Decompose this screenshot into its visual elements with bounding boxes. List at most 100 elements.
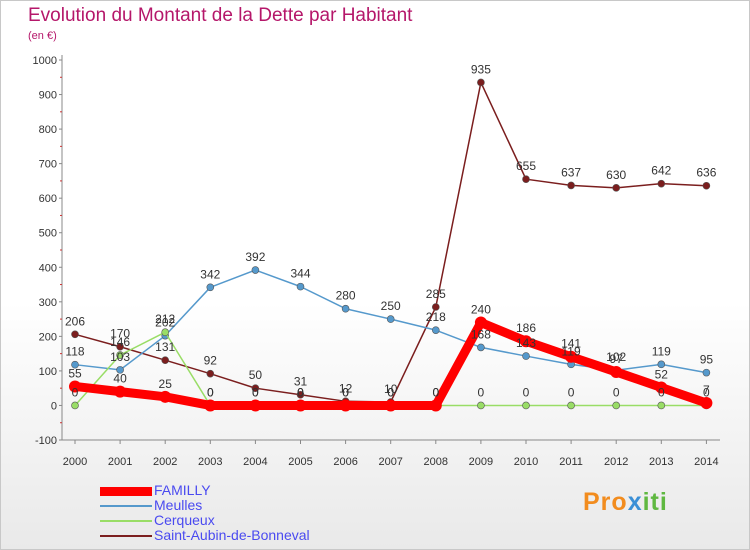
- logo-part-3: iti: [642, 488, 668, 516]
- legend-label: Meulles: [154, 497, 203, 513]
- data-point: [69, 380, 81, 393]
- y-tick-label: 700: [39, 159, 57, 171]
- x-tick-label: 2001: [108, 456, 132, 468]
- data-label: 0: [387, 385, 394, 399]
- data-point: [477, 401, 485, 410]
- data-label: 630: [606, 168, 626, 182]
- data-label: 342: [200, 267, 220, 281]
- legend-swatch: [100, 520, 152, 522]
- data-point: [520, 335, 532, 348]
- data-point: [612, 184, 621, 192]
- data-point: [296, 282, 305, 291]
- data-label: 52: [655, 367, 669, 381]
- data-label: 119: [652, 344, 671, 358]
- y-tick-label: 200: [39, 331, 57, 343]
- data-point: [565, 350, 578, 363]
- data-label: 102: [606, 350, 626, 364]
- data-point: [116, 366, 124, 374]
- chart-title: Evolution du Montant de la Dette par Hab…: [28, 5, 413, 26]
- x-tick-label: 2007: [378, 456, 402, 468]
- data-point: [386, 315, 395, 323]
- data-point: [204, 399, 217, 412]
- x-tick-label: 2014: [694, 456, 718, 468]
- data-label: 218: [426, 310, 446, 324]
- data-label: 7: [703, 383, 710, 397]
- data-label: 170: [110, 327, 130, 341]
- x-tick-label: 2010: [514, 456, 538, 468]
- data-point: [161, 356, 169, 365]
- data-label: 344: [290, 267, 310, 281]
- legend-swatch: [100, 487, 152, 496]
- x-tick-label: 2012: [604, 456, 628, 468]
- data-label: 206: [65, 314, 85, 328]
- data-point: [429, 399, 442, 412]
- data-label: 186: [516, 321, 536, 335]
- legend-swatch: [100, 505, 152, 507]
- data-label: 0: [342, 385, 349, 399]
- data-point: [71, 330, 79, 339]
- data-label: 642: [651, 164, 671, 178]
- data-label: 0: [432, 385, 439, 399]
- data-point: [116, 342, 124, 351]
- x-tick-label: 2004: [243, 456, 267, 468]
- data-label: 0: [252, 385, 259, 399]
- data-label: 0: [613, 385, 620, 399]
- unit-label: (en €): [28, 30, 57, 42]
- data-label: 143: [516, 336, 536, 350]
- data-point: [296, 390, 305, 399]
- data-label: 25: [159, 377, 173, 391]
- data-point: [522, 175, 530, 183]
- data-point: [702, 181, 711, 190]
- data-label: 141: [561, 337, 581, 351]
- x-tick-label: 2009: [469, 456, 493, 468]
- data-label: 0: [703, 385, 710, 399]
- data-point: [474, 316, 487, 329]
- data-label: 12: [339, 381, 353, 395]
- data-point: [657, 360, 666, 369]
- data-point: [294, 399, 307, 412]
- data-point: [477, 78, 485, 87]
- legend-label: FAMILLY: [154, 482, 211, 498]
- x-tick-label: 2000: [63, 456, 87, 468]
- data-label: 935: [471, 62, 491, 76]
- data-point: [702, 368, 711, 377]
- data-label: 131: [155, 340, 175, 354]
- data-label: 0: [72, 385, 79, 399]
- y-tick-label: 400: [39, 262, 57, 274]
- logo-part-1: Pro: [583, 488, 628, 516]
- data-label: 636: [696, 166, 716, 180]
- data-label: 250: [381, 299, 401, 313]
- data-point: [161, 328, 169, 337]
- data-label: 240: [471, 303, 491, 317]
- y-tick-label: 900: [39, 90, 57, 102]
- x-tick-label: 2013: [649, 456, 673, 468]
- data-label: 0: [478, 385, 485, 399]
- data-label: 103: [110, 350, 130, 364]
- data-point: [567, 181, 575, 190]
- data-point: [206, 369, 215, 378]
- data-point: [655, 381, 668, 394]
- legend-label: Saint-Aubin-de-Bonneval: [154, 527, 310, 543]
- data-label: 0: [523, 385, 530, 399]
- data-label: 0: [658, 385, 665, 399]
- y-tick-label: 800: [39, 124, 57, 136]
- data-label: 31: [294, 375, 308, 389]
- data-point: [522, 401, 530, 410]
- data-label: 0: [342, 385, 349, 399]
- y-tick-label: 100: [39, 366, 57, 378]
- y-tick-label: 600: [39, 193, 57, 205]
- x-tick-label: 2008: [424, 456, 448, 468]
- data-label: 146: [110, 335, 130, 349]
- y-tick-label: -100: [35, 435, 57, 447]
- data-label: 0: [207, 385, 214, 399]
- x-tick-label: 2011: [559, 456, 583, 468]
- data-point: [431, 303, 440, 311]
- data-point: [477, 343, 485, 352]
- y-tick-label: 500: [39, 228, 57, 240]
- data-point: [657, 179, 666, 188]
- data-point: [341, 304, 350, 313]
- data-label: 55: [68, 366, 82, 380]
- data-label: 202: [155, 316, 175, 330]
- data-point: [159, 390, 172, 403]
